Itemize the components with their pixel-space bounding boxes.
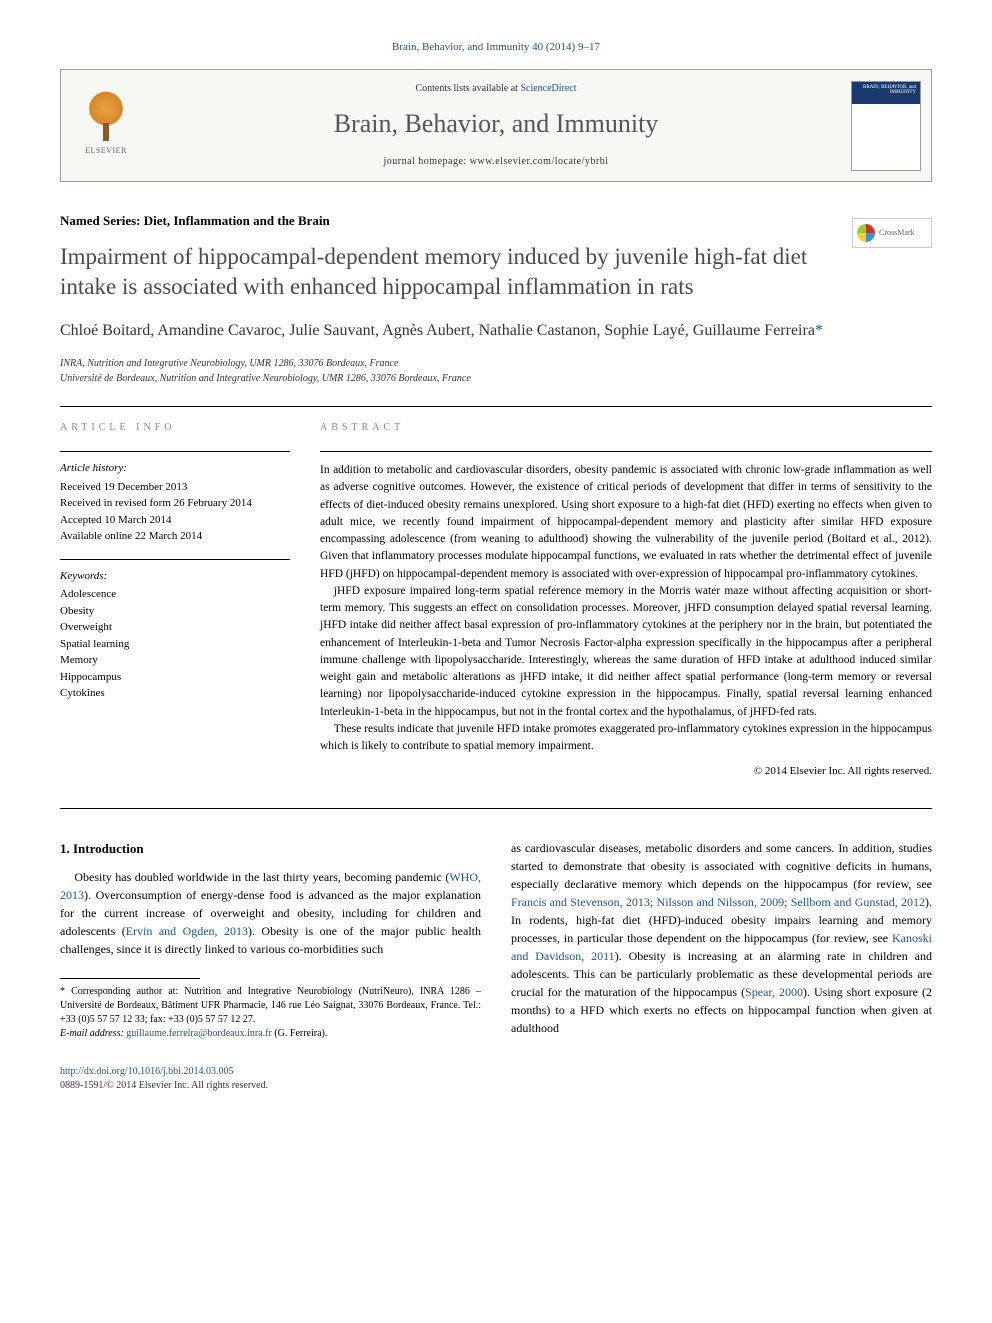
body-paragraph: Obesity has doubled worldwide in the las…	[60, 868, 481, 958]
history-line: Accepted 10 March 2014	[60, 512, 290, 529]
header-reference: Brain, Behavior, and Immunity 40 (2014) …	[60, 40, 932, 55]
elsevier-tree-icon	[81, 91, 131, 141]
doi-prefix: http://dx.doi.org/	[60, 1066, 128, 1077]
abstract-paragraph: jHFD exposure impaired long-term spatial…	[320, 583, 932, 721]
abstract-column: abstract In addition to metabolic and ca…	[320, 421, 932, 780]
email-suffix: (G. Ferreira).	[272, 1028, 328, 1039]
history-line: Received 19 December 2013	[60, 479, 290, 496]
corresponding-author-footnote: * Corresponding author at: Nutrition and…	[60, 985, 481, 1041]
email-label: E-mail address:	[60, 1028, 126, 1039]
masthead-center: Contents lists available at ScienceDirec…	[151, 70, 841, 180]
keyword: Memory	[60, 652, 290, 669]
article-history-block: Article history: Received 19 December 20…	[60, 451, 290, 545]
doi-link[interactable]: http://dx.doi.org/10.1016/j.bbi.2014.03.…	[60, 1066, 233, 1077]
abstract-body: In addition to metabolic and cardiovascu…	[320, 451, 932, 780]
abstract-paragraph: These results indicate that juvenile HFD…	[320, 721, 932, 756]
keyword: Spatial learning	[60, 636, 290, 653]
homepage-url[interactable]: www.elsevier.com/locate/ybrbi	[470, 156, 609, 167]
keyword: Hippocampus	[60, 669, 290, 686]
keyword: Adolescence	[60, 586, 290, 603]
body-paragraph: as cardiovascular diseases, metabolic di…	[511, 839, 932, 1037]
author-list: Chloé Boitard, Amandine Cavaroc, Julie S…	[60, 320, 932, 342]
journal-cover-thumbnail[interactable]: BRAIN, BEHAVIOR, and IMMUNITY	[851, 81, 921, 171]
section-divider	[60, 406, 932, 407]
history-line: Received in revised form 26 February 201…	[60, 495, 290, 512]
info-abstract-row: article info Article history: Received 1…	[60, 421, 932, 780]
body-column-left: 1. Introduction Obesity has doubled worl…	[60, 839, 481, 1042]
affiliation-line: Université de Bordeaux, Nutrition and In…	[60, 371, 932, 386]
section-divider	[60, 808, 932, 809]
crossmark-icon	[857, 224, 875, 242]
elsevier-label: ELSEVIER	[85, 145, 127, 156]
contents-available-line: Contents lists available at ScienceDirec…	[161, 82, 831, 96]
author-email-link[interactable]: guillaume.ferreira@bordeaux.inra.fr	[126, 1028, 272, 1039]
article-title: Impairment of hippocampal-dependent memo…	[60, 242, 840, 302]
article-info-heading: article info	[60, 421, 290, 435]
authors-text: Chloé Boitard, Amandine Cavaroc, Julie S…	[60, 322, 815, 339]
abstract-copyright: © 2014 Elsevier Inc. All rights reserved…	[320, 763, 932, 780]
keyword: Obesity	[60, 603, 290, 620]
publisher-logo-box: ELSEVIER	[61, 70, 151, 180]
contents-prefix: Contents lists available at	[415, 83, 520, 94]
section-heading-introduction: 1. Introduction	[60, 839, 481, 859]
keyword: Cytokines	[60, 685, 290, 702]
journal-name: Brain, Behavior, and Immunity	[161, 106, 831, 142]
elsevier-logo[interactable]: ELSEVIER	[76, 91, 136, 161]
citation-link[interactable]: Ervin and Ogden, 2013	[126, 924, 248, 938]
keywords-label: Keywords:	[60, 568, 290, 585]
body-two-column: 1. Introduction Obesity has doubled worl…	[60, 839, 932, 1042]
footnote-text: * Corresponding author at: Nutrition and…	[60, 985, 481, 1027]
citation-link[interactable]: WHO, 2013	[60, 870, 481, 902]
corresponding-author-mark[interactable]: *	[815, 322, 823, 339]
journal-masthead: ELSEVIER Contents lists available at Sci…	[60, 69, 932, 181]
issn-copyright-line: 0889-1591/© 2014 Elsevier Inc. All right…	[60, 1079, 932, 1093]
cover-title-text: BRAIN, BEHAVIOR, and IMMUNITY	[856, 85, 916, 96]
crossmark-label: CrossMark	[879, 227, 915, 238]
history-label: Article history:	[60, 460, 290, 477]
cover-thumbnail-box: BRAIN, BEHAVIOR, and IMMUNITY	[841, 70, 931, 180]
affiliations: INRA, Nutrition and Integrative Neurobio…	[60, 356, 932, 386]
homepage-prefix: journal homepage:	[383, 156, 469, 167]
history-line: Available online 22 March 2014	[60, 528, 290, 545]
article-info-column: article info Article history: Received 1…	[60, 421, 290, 780]
sciencedirect-link[interactable]: ScienceDirect	[520, 83, 576, 94]
doi-value: 10.1016/j.bbi.2014.03.005	[128, 1066, 234, 1077]
page-footer: http://dx.doi.org/10.1016/j.bbi.2014.03.…	[60, 1065, 932, 1093]
crossmark-badge[interactable]: CrossMark	[852, 218, 932, 248]
citation-link[interactable]: Kanoski and Davidson, 2011	[511, 931, 932, 963]
footnote-separator	[60, 978, 200, 979]
abstract-paragraph: In addition to metabolic and cardiovascu…	[320, 462, 932, 583]
keyword: Overweight	[60, 619, 290, 636]
abstract-heading: abstract	[320, 421, 932, 435]
journal-homepage-line: journal homepage: www.elsevier.com/locat…	[161, 155, 831, 169]
citation-link[interactable]: Spear, 2000	[745, 985, 803, 999]
body-column-right: as cardiovascular diseases, metabolic di…	[511, 839, 932, 1042]
keywords-block: Keywords: Adolescence Obesity Overweight…	[60, 559, 290, 702]
named-series-label: Named Series: Diet, Inflammation and the…	[60, 212, 932, 230]
citation-link[interactable]: Francis and Stevenson, 2013; Nilsson and…	[511, 895, 925, 909]
affiliation-line: INRA, Nutrition and Integrative Neurobio…	[60, 356, 932, 371]
